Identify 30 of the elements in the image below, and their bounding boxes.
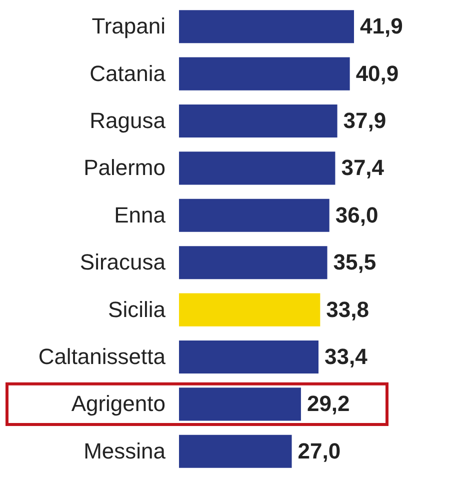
y-tick-label: Enna <box>114 202 166 228</box>
data-label: 35,5 <box>333 250 376 275</box>
bar <box>179 198 330 232</box>
data-label: 33,8 <box>326 296 369 322</box>
y-tick-label: Sicilia <box>108 296 166 322</box>
y-tick-label: Siracusa <box>80 250 166 275</box>
data-label: 37,4 <box>341 155 385 180</box>
bar <box>179 10 354 44</box>
data-label: 29,2 <box>306 391 350 416</box>
bar <box>179 293 320 326</box>
bar <box>179 246 328 280</box>
data-label: 36,0 <box>335 202 378 228</box>
bar <box>179 340 318 374</box>
y-tick-label: Trapani <box>92 14 166 39</box>
data-label: 33,4 <box>324 344 368 369</box>
y-tick-label: Caltanissetta <box>38 344 166 369</box>
bar <box>179 434 292 468</box>
data-label: 41,9 <box>360 14 403 39</box>
data-label: 40,9 <box>356 60 399 86</box>
bar <box>179 57 350 90</box>
y-tick-label: Ragusa <box>90 108 166 133</box>
bar <box>179 388 301 421</box>
y-tick-label: Palermo <box>84 155 166 180</box>
y-tick-label: Catania <box>90 60 166 86</box>
data-label: 37,9 <box>343 108 386 133</box>
y-tick-label: Messina <box>84 438 166 464</box>
data-label: 27,0 <box>298 438 341 464</box>
bar <box>179 152 336 185</box>
y-tick-label: Agrigento <box>71 391 166 416</box>
bar <box>179 104 338 138</box>
